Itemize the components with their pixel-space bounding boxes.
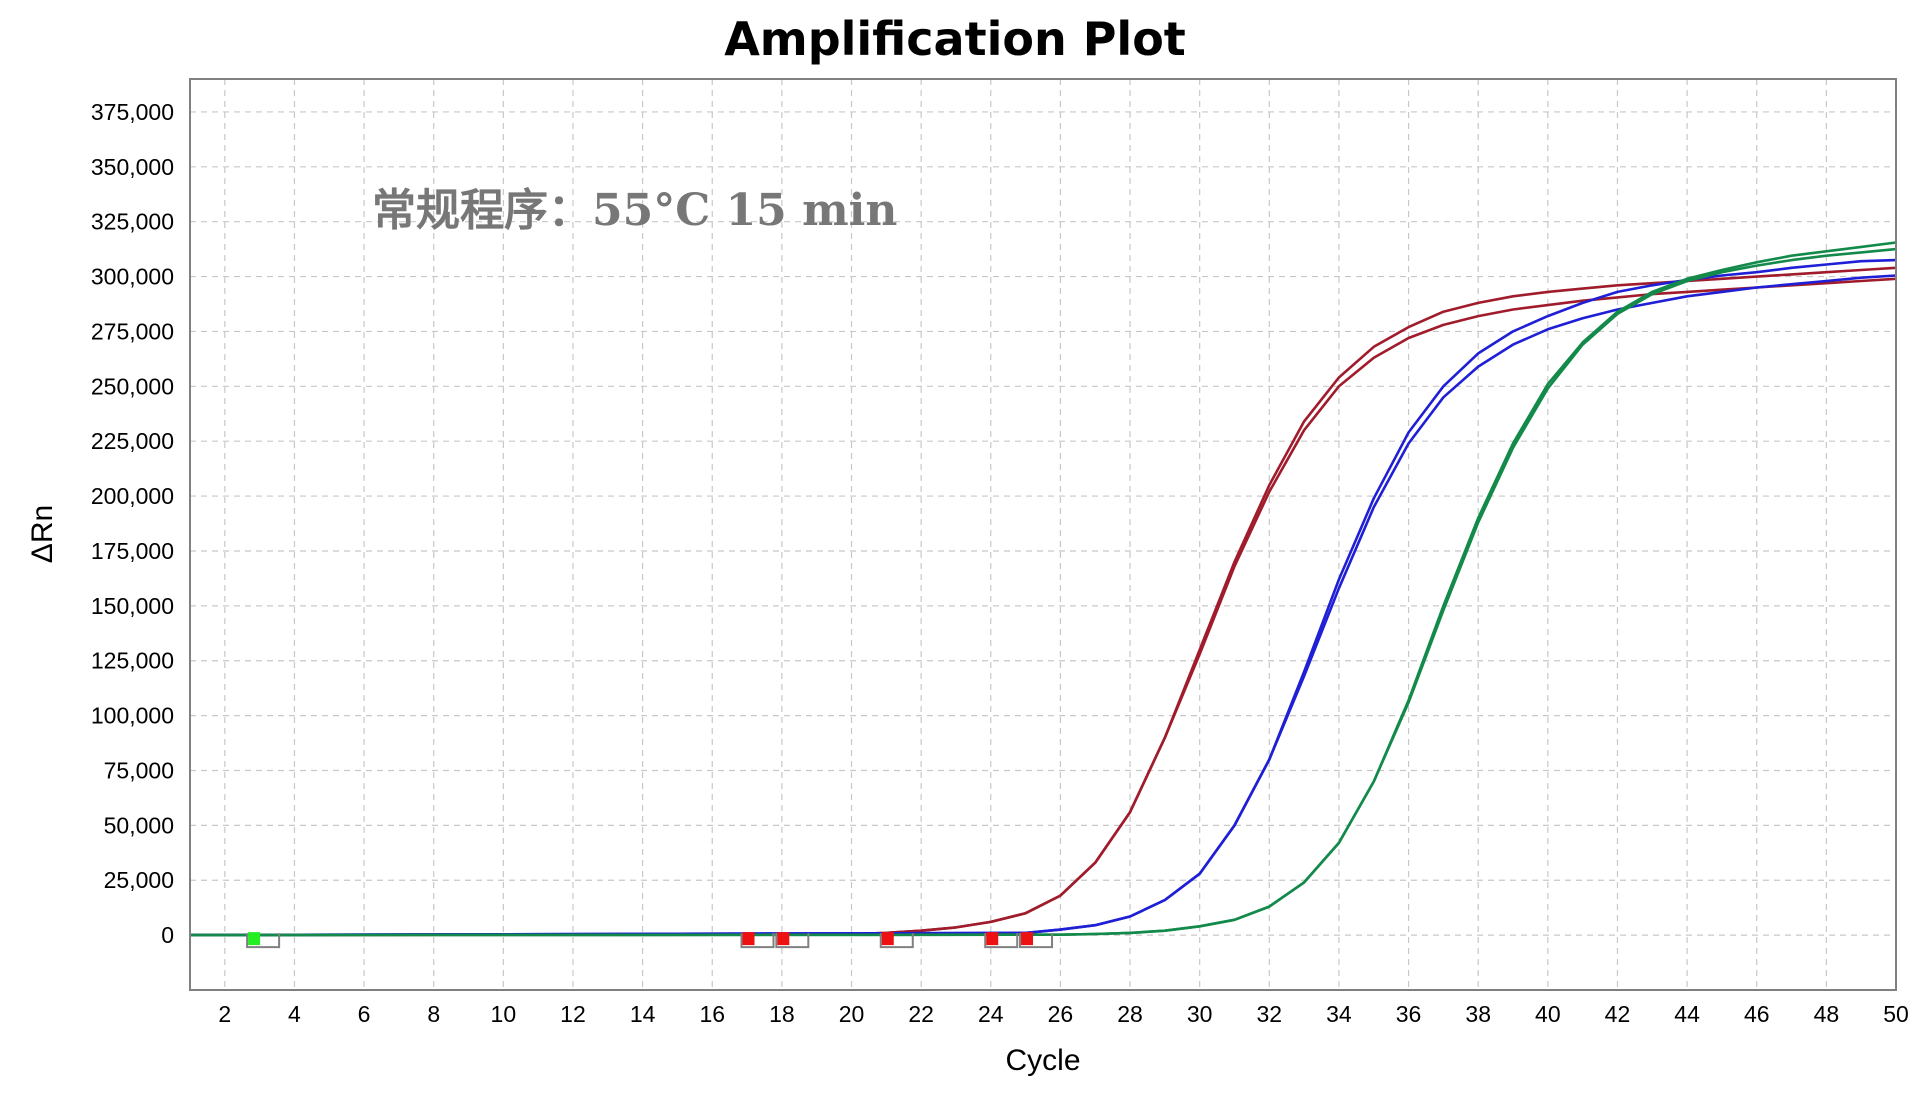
chart-title: Amplification Plot: [724, 12, 1186, 66]
x-tick-label: 38: [1465, 1001, 1491, 1027]
threshold-marker-2: [740, 932, 775, 949]
y-tick-label: 25,000: [104, 867, 174, 893]
x-axis-label: Cycle: [1005, 1044, 1080, 1077]
x-tick-label: 8: [427, 1001, 440, 1027]
x-tick-label: 48: [1814, 1001, 1840, 1027]
y-tick-label: 375,000: [91, 99, 174, 125]
y-tick-label: 350,000: [91, 154, 174, 180]
x-tick-label: 44: [1674, 1001, 1700, 1027]
y-tick-label: 75,000: [104, 757, 174, 783]
x-tick-label: 28: [1117, 1001, 1143, 1027]
amplification-curve-3: [189, 258, 1897, 937]
x-tick-label: 22: [908, 1001, 934, 1027]
annotation-text: 常规程序：55°C 15 min: [372, 185, 897, 236]
y-tick-label: 150,000: [91, 593, 174, 619]
threshold-marker-5: [984, 932, 1019, 949]
x-tick-label: 2: [218, 1001, 231, 1027]
x-tick-label: 26: [1048, 1001, 1074, 1027]
x-tick-label: 18: [769, 1001, 795, 1027]
plot-frame: [189, 78, 1897, 991]
x-tick-label: 50: [1883, 1001, 1909, 1027]
y-tick-label: 300,000: [91, 264, 174, 290]
grid-lines: [190, 79, 1897, 990]
y-tick-label: 250,000: [91, 373, 174, 399]
x-tick-label: 16: [699, 1001, 725, 1027]
x-tick-label: 36: [1396, 1001, 1422, 1027]
threshold-marker-6: [1019, 932, 1054, 949]
x-tick-label: 32: [1257, 1001, 1283, 1027]
amplification-curve-4: [189, 274, 1897, 937]
x-tick-label: 14: [630, 1001, 656, 1027]
y-tick-label: 0: [161, 922, 174, 948]
y-tick-label: 100,000: [91, 703, 174, 729]
x-tick-label: 12: [560, 1001, 586, 1027]
y-tick-label: 175,000: [91, 538, 174, 564]
y-tick-label: 225,000: [91, 428, 174, 454]
amplification-curve-6: [189, 247, 1897, 937]
threshold-markers: [246, 932, 1054, 949]
amplification-curve-5: [189, 241, 1897, 937]
x-tick-label: 46: [1744, 1001, 1770, 1027]
y-tick-label: 275,000: [91, 318, 174, 344]
amplification-curve-2: [189, 277, 1897, 937]
x-tick-label: 30: [1187, 1001, 1213, 1027]
x-tick-label: 10: [491, 1001, 517, 1027]
y-tick-label: 50,000: [104, 812, 174, 838]
x-tick-label: 34: [1326, 1001, 1352, 1027]
amplification-curve-1: [189, 266, 1897, 937]
threshold-marker-4: [879, 932, 914, 949]
x-tick-label: 42: [1605, 1001, 1631, 1027]
y-tick-label: 125,000: [91, 648, 174, 674]
threshold-marker-1: [246, 932, 281, 949]
x-tick-label: 6: [358, 1001, 371, 1027]
y-tick-labels: 0 25,000 50,000 75,000 100,000 125,000 150,000…: [91, 99, 174, 948]
series-lines: [189, 241, 1897, 937]
x-tick-label: 4: [288, 1001, 301, 1027]
y-tick-label: 200,000: [91, 483, 174, 509]
x-tick-labels: 2 4 6 8 10 12 14 16 18 20 22 24 26 28 30 32 34 36 38 40 42 44…: [218, 1001, 1908, 1027]
x-tick-label: 40: [1535, 1001, 1561, 1027]
x-tick-label: 24: [978, 1001, 1004, 1027]
y-axis-label: ΔRn: [26, 505, 59, 563]
x-tick-label: 20: [839, 1001, 865, 1027]
threshold-marker-3: [775, 932, 810, 949]
y-tick-label: 325,000: [91, 209, 174, 235]
